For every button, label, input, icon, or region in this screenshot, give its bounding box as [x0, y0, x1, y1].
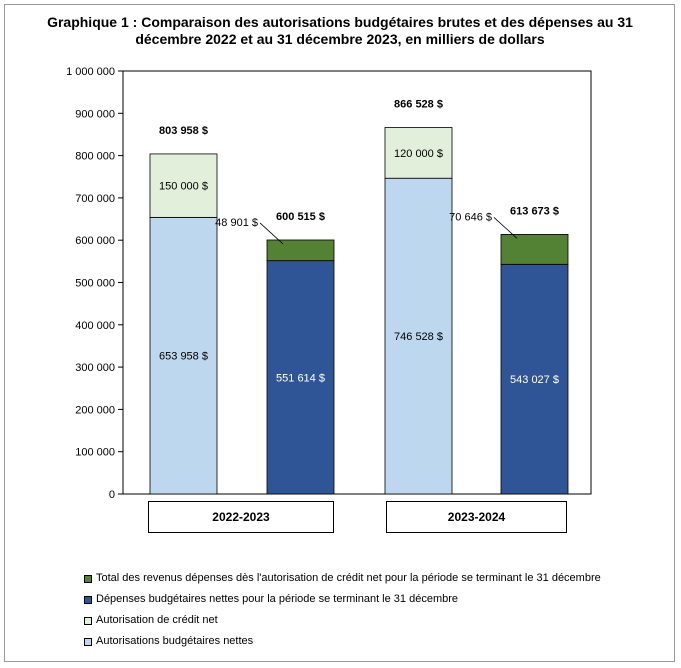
y-tick-label: 100 000 [75, 447, 115, 459]
y-tick-label: 600 000 [75, 235, 115, 247]
data-label: 70 646 $ [449, 211, 492, 223]
legend-label: Dépenses budgétaires nettes pour la péri… [96, 593, 459, 605]
y-tick-label: 0 [109, 489, 115, 501]
legend-label: Autorisation de crédit net [96, 614, 218, 626]
chart-frame [4, 4, 675, 662]
y-tick-label: 700 000 [75, 193, 115, 205]
data-label: 543 027 $ [510, 374, 559, 386]
bar-segment-revenus [266, 239, 335, 262]
chart-title-line-1: Graphique 1 : Comparaison des autorisati… [47, 14, 633, 30]
bar-segment-autorisations [149, 216, 218, 495]
category-label-2023-2024: 2023-2024 [386, 501, 567, 533]
y-tick-label: 500 000 [75, 278, 115, 290]
data-label-leader [259, 222, 284, 245]
total-label: 866 528 $ [394, 98, 443, 110]
y-tick-label: 900 000 [75, 108, 115, 120]
bar-segment-credit_net [149, 153, 218, 218]
category-label-2022-2023: 2022-2023 [148, 501, 334, 533]
legend-label: Total des revenus dépenses dès l'autoris… [96, 572, 601, 584]
bar-segment-revenus [500, 234, 569, 265]
legend-swatch [84, 575, 92, 583]
data-label: 48 901 $ [215, 217, 258, 229]
data-label: 746 528 $ [394, 331, 443, 343]
chart-title-line-2: décembre 2022 et au 31 décembre 2023, en… [135, 31, 545, 47]
y-tick-label: 800 000 [75, 151, 115, 163]
y-tick-label: 400 000 [75, 320, 115, 332]
chart-title: Graphique 1 : Comparaison des autorisati… [40, 14, 640, 48]
legend-swatch [84, 617, 92, 625]
bar-segment-depenses [266, 260, 335, 495]
legend-swatch [84, 596, 92, 604]
legend-label: Autorisations budgétaires nettes [96, 635, 254, 647]
bar-segment-credit_net [384, 127, 453, 179]
data-label: 653 958 $ [159, 351, 208, 363]
y-tick-label: 300 000 [75, 362, 115, 374]
total-label: 803 958 $ [159, 125, 208, 137]
y-tick-label: 200 000 [75, 404, 115, 416]
bar-segment-autorisations [384, 177, 453, 495]
total-label: 600 515 $ [276, 211, 325, 223]
data-label: 150 000 $ [159, 181, 208, 193]
bar-segment-depenses [500, 263, 569, 495]
data-label-leader [493, 217, 518, 239]
total-label: 613 673 $ [510, 205, 559, 217]
legend-swatch [84, 638, 92, 646]
chart-plot: 0 100 000 200 000 300 000 400 000 500 000 600 … [66, 66, 592, 501]
data-label: 551 614 $ [276, 372, 325, 384]
y-tick-label: 1 000 000 [66, 66, 115, 78]
data-label: 120 000 $ [394, 148, 443, 160]
